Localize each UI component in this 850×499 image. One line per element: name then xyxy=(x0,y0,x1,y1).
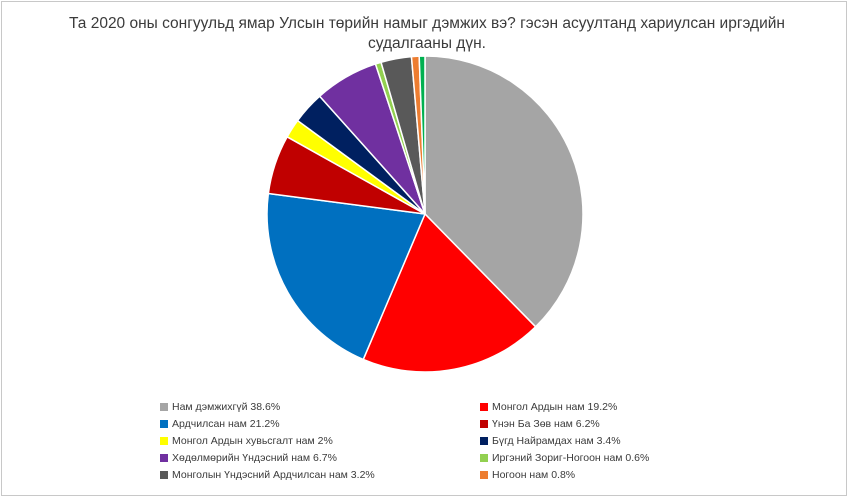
legend-swatch xyxy=(160,454,168,462)
legend-swatch xyxy=(480,454,488,462)
legend-item: Бүгд Найрамдах нам 3.4% xyxy=(480,434,720,448)
legend-item: Нам дэмжихгүй 38.6% xyxy=(160,400,480,414)
pie-slice-1 xyxy=(362,213,537,373)
legend-label: Үнэн Ба Зөв нам 6.2% xyxy=(492,418,600,430)
pie-slice-10 xyxy=(418,55,426,215)
legend-label: Монгол Ардын нам 19.2% xyxy=(492,401,618,413)
legend-item: Ногоон нам 0.8% xyxy=(480,468,720,482)
legend-item: Ардчилсан нам 21.2% xyxy=(160,417,480,431)
legend-item: Монгол Ардын хувьсгалт нам 2% xyxy=(160,434,480,448)
legend-swatch xyxy=(160,420,168,428)
legend-swatch xyxy=(480,437,488,445)
pie-slice-2 xyxy=(266,192,426,361)
legend-label: Нам дэмжихгүй 38.6% xyxy=(172,401,281,413)
legend-swatch xyxy=(160,471,168,479)
legend-label: Иргэний Зориг-Ногоон нам 0.6% xyxy=(492,452,650,464)
chart-title: Та 2020 оны сонгуульд ямар Улсын төрийн … xyxy=(69,15,785,52)
legend-label: Бүгд Найрамдах нам 3.4% xyxy=(492,435,621,447)
legend-label: Монголын Үндэсний Ардчилсан нам 3.2% xyxy=(172,469,375,481)
legend-item: Үнэн Ба Зөв нам 6.2% xyxy=(480,417,720,431)
legend-swatch xyxy=(160,403,168,411)
legend-item: Монголын Үндэсний Ардчилсан нам 3.2% xyxy=(160,468,480,482)
legend-item: Хөдөлмөрийн Үндэсний нам 6.7% xyxy=(160,451,480,465)
chart-legend: Нам дэмжихгүй 38.6% Монгол Ардын нам 19.2… xyxy=(160,400,720,482)
legend-swatch xyxy=(480,403,488,411)
legend-swatch xyxy=(480,420,488,428)
legend-label: Хөдөлмөрийн Үндэсний нам 6.7% xyxy=(172,452,337,464)
legend-label: Монгол Ардын хувьсгалт нам 2% xyxy=(172,435,333,447)
legend-label: Ардчилсан нам 21.2% xyxy=(172,418,280,430)
legend-swatch xyxy=(480,471,488,479)
legend-item: Иргэний Зориг-Ногоон нам 0.6% xyxy=(480,451,720,465)
pie-slice-0 xyxy=(424,55,584,328)
legend-label: Ногоон нам 0.8% xyxy=(492,469,576,481)
legend-swatch xyxy=(160,437,168,445)
legend-item: Монгол Ардын нам 19.2% xyxy=(480,400,720,414)
